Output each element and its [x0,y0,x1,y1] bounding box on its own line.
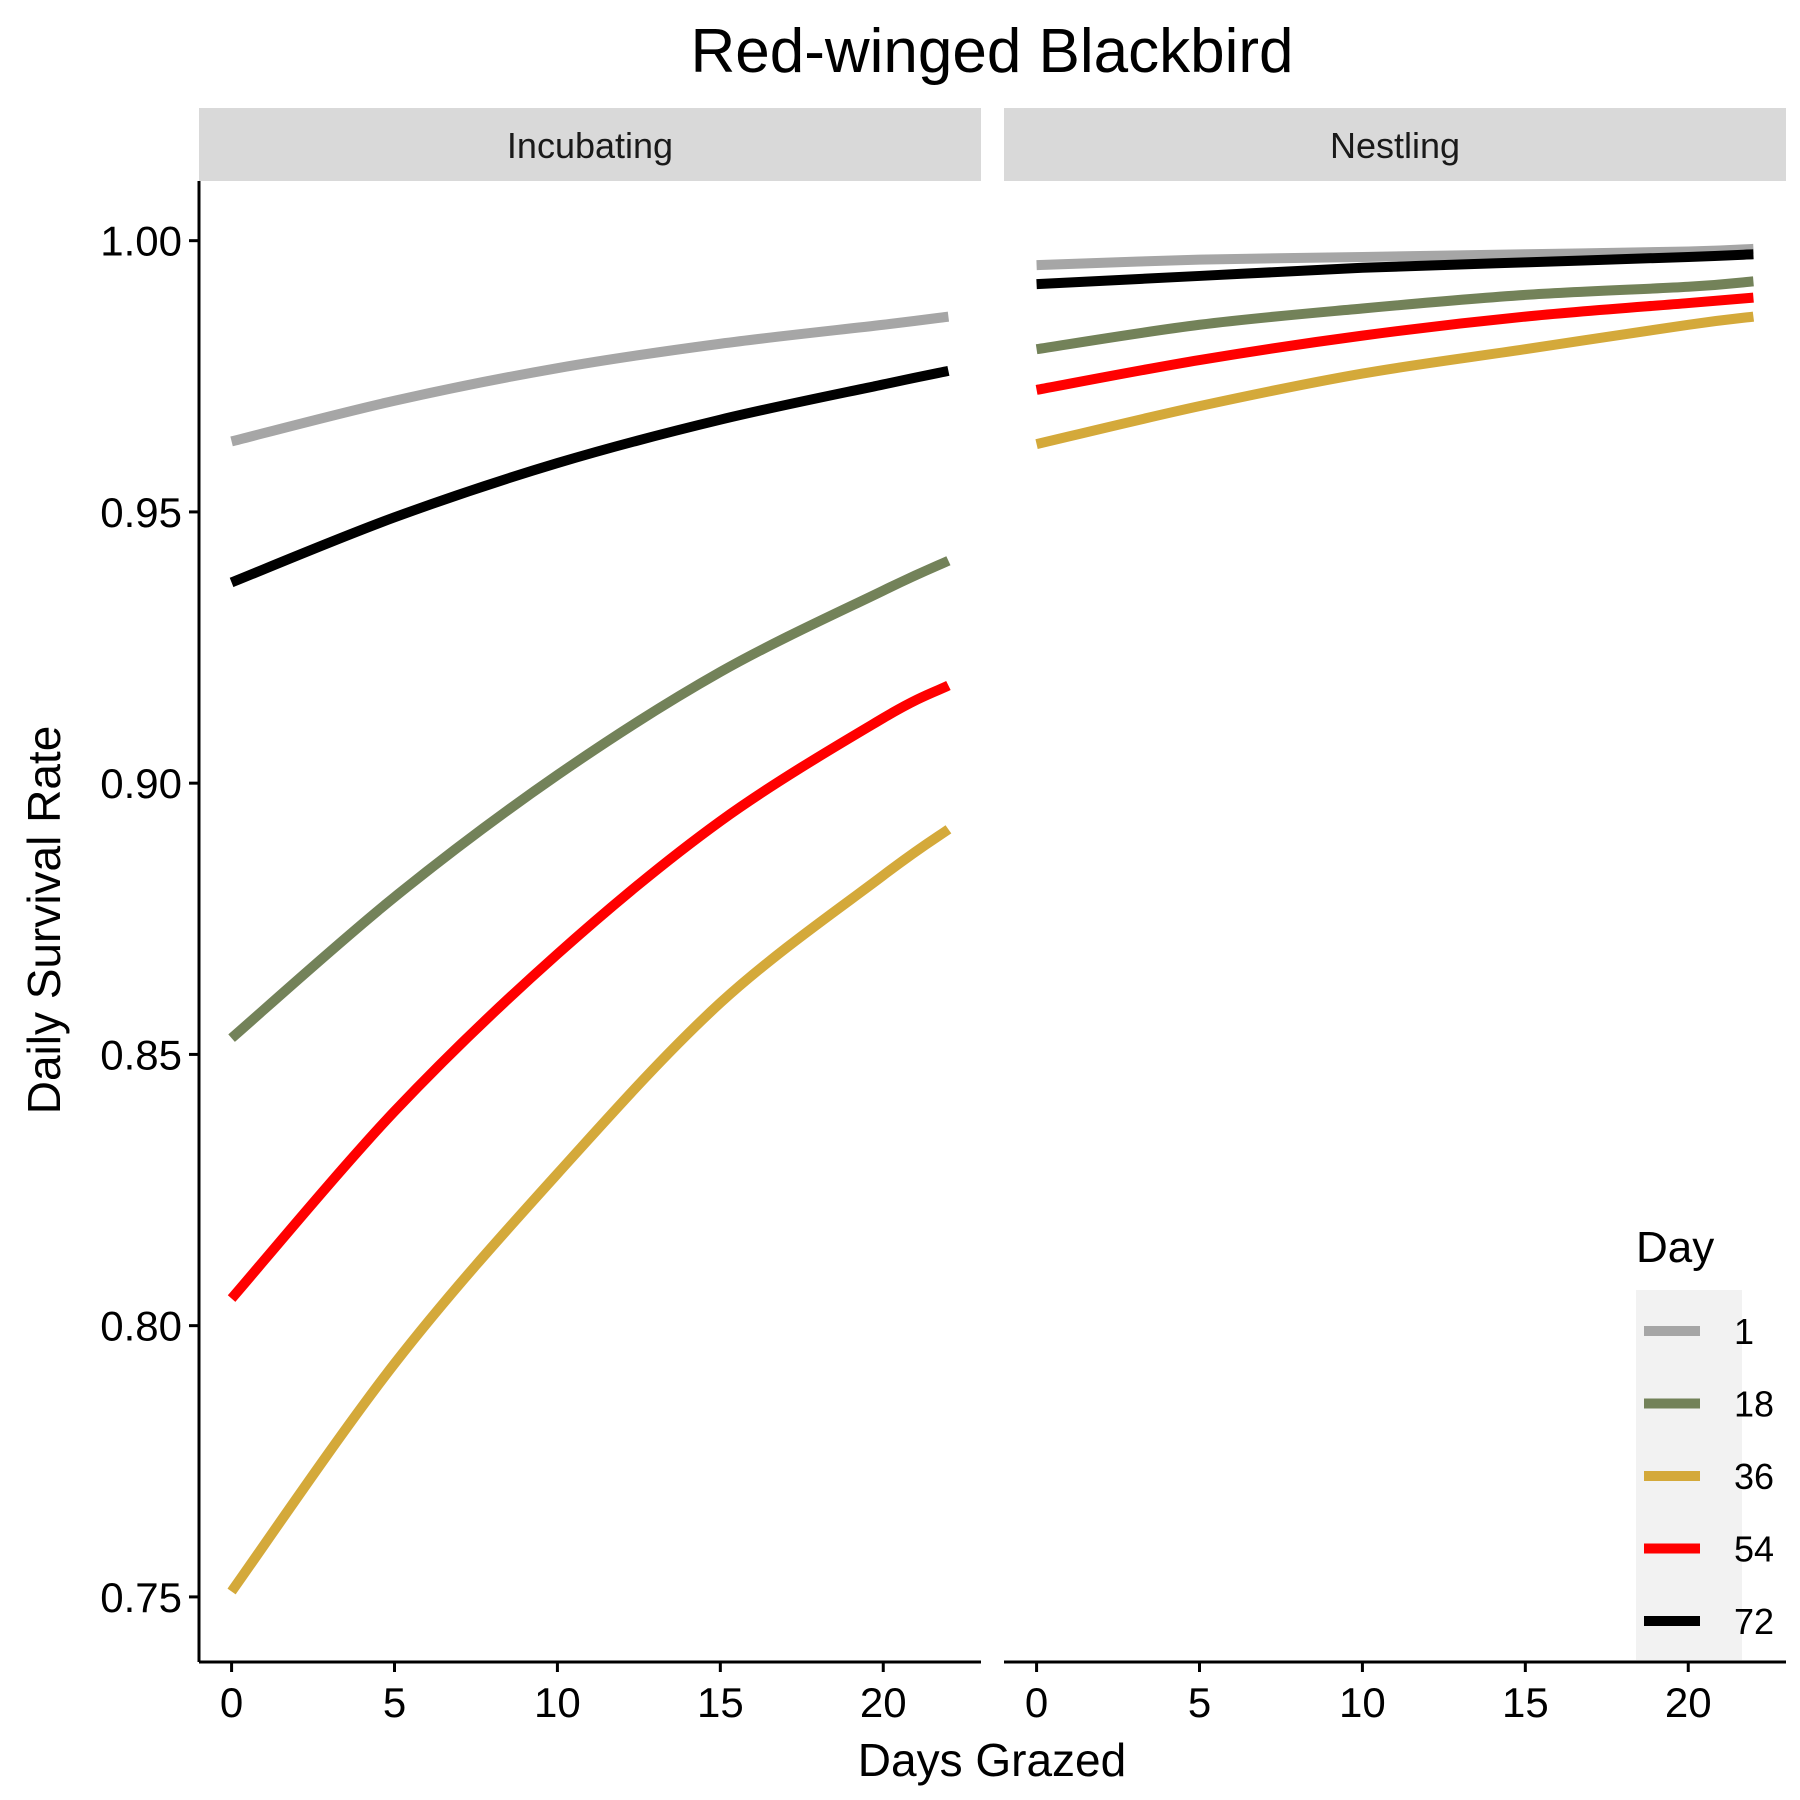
facet-strip-incubating: Incubating [199,108,981,181]
facet-strip-nestling: Nestling [1004,108,1786,181]
series-line-day-54-incubating [227,681,951,1302]
series-line-day-72-nestling [1036,249,1754,290]
legend-label-day-54: 54 [1734,1529,1774,1570]
x-axis-incubating: 0 5 10 15 20 [220,1662,907,1726]
x-tick-label: 5 [383,1679,406,1726]
y-tick-label: 0.85 [100,1031,182,1078]
x-tick-label: 10 [1339,1679,1386,1726]
legend-label-day-18: 18 [1734,1384,1774,1425]
y-tick-label: 0.90 [100,760,182,807]
legend: Day 1 18 36 54 72 [1636,1223,1774,1660]
series-line-day-1-incubating [230,311,950,447]
y-tick-label: 0.75 [100,1574,182,1621]
x-tick-label: 20 [860,1679,907,1726]
x-axis-title: Days Grazed [858,1734,1126,1786]
facet-label-incubating: Incubating [507,125,673,166]
series-line-day-72-incubating [229,365,950,588]
legend-label-day-1: 1 [1734,1311,1754,1352]
series-line-day-54-nestling [1035,292,1754,395]
series-line-day-18-incubating [228,556,951,1042]
chart-title: Red-winged Blackbird [690,17,1293,86]
legend-label-day-72: 72 [1734,1601,1774,1642]
y-tick-label: 0.80 [100,1303,182,1350]
series-line-day-36-incubating [227,825,952,1595]
y-tick-label: 0.95 [100,489,182,536]
panel-nestling [1035,243,1755,449]
y-axis: 0.75 0.80 0.85 0.90 0.95 1.00 [100,218,199,1621]
facet-label-nestling: Nestling [1330,125,1460,166]
x-axis-nestling: 0 5 10 15 20 [1025,1662,1712,1726]
x-tick-label: 10 [534,1679,581,1726]
panel-incubating [227,311,952,1595]
x-tick-label: 20 [1665,1679,1712,1726]
y-tick-label: 1.00 [100,218,182,265]
legend-title: Day [1636,1223,1714,1272]
x-tick-label: 15 [697,1679,744,1726]
x-tick-label: 0 [220,1679,243,1726]
series-line-day-1-nestling [1036,243,1754,271]
x-tick-label: 0 [1025,1679,1048,1726]
x-tick-label: 15 [1502,1679,1549,1726]
x-tick-label: 5 [1188,1679,1211,1726]
series-line-day-36-nestling [1035,311,1755,449]
series-line-day-18-nestling [1035,276,1754,355]
legend-label-day-36: 36 [1734,1456,1774,1497]
y-axis-title: Daily Survival Rate [18,726,70,1115]
